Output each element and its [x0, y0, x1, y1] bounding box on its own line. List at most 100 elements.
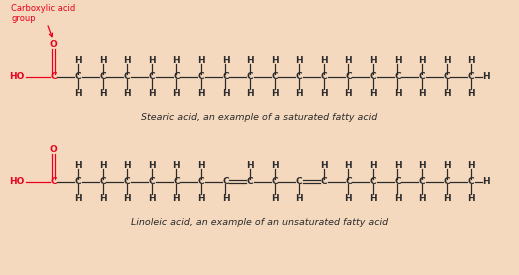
Text: C: C	[296, 177, 303, 186]
Text: H: H	[394, 161, 401, 170]
Text: H: H	[443, 161, 450, 170]
Text: H: H	[369, 89, 377, 98]
Text: HO: HO	[9, 72, 25, 81]
Text: C: C	[222, 72, 229, 81]
Text: H: H	[443, 89, 450, 98]
Text: H: H	[124, 89, 131, 98]
Text: C: C	[419, 177, 426, 186]
Text: C: C	[468, 72, 474, 81]
Text: O: O	[50, 145, 58, 154]
Text: H: H	[222, 89, 229, 98]
Text: H: H	[443, 56, 450, 65]
Text: H: H	[394, 56, 401, 65]
Text: C: C	[198, 177, 204, 186]
Text: H: H	[197, 194, 204, 203]
Text: C: C	[296, 72, 303, 81]
Text: H: H	[468, 56, 475, 65]
Text: H: H	[418, 56, 426, 65]
Text: C: C	[198, 72, 204, 81]
Text: H: H	[197, 161, 204, 170]
Text: H: H	[271, 89, 279, 98]
Text: C: C	[320, 177, 327, 186]
Text: H: H	[148, 89, 156, 98]
Text: C: C	[50, 177, 57, 186]
Text: H: H	[74, 89, 82, 98]
Text: H: H	[74, 56, 82, 65]
Text: H: H	[124, 194, 131, 203]
Text: C: C	[222, 177, 229, 186]
Text: C: C	[99, 72, 106, 81]
Text: H: H	[320, 161, 327, 170]
Text: H: H	[172, 194, 180, 203]
Text: H: H	[148, 194, 156, 203]
Text: C: C	[99, 177, 106, 186]
Text: C: C	[173, 72, 180, 81]
Text: H: H	[369, 194, 377, 203]
Text: C: C	[148, 72, 155, 81]
Text: H: H	[443, 194, 450, 203]
Text: H: H	[271, 56, 279, 65]
Text: H: H	[99, 56, 106, 65]
Text: H: H	[394, 194, 401, 203]
Text: H: H	[468, 89, 475, 98]
Text: C: C	[394, 177, 401, 186]
Text: C: C	[75, 177, 81, 186]
Text: HO: HO	[9, 177, 25, 186]
Text: C: C	[370, 72, 376, 81]
Text: H: H	[394, 89, 401, 98]
Text: H: H	[148, 161, 156, 170]
Text: H: H	[124, 161, 131, 170]
Text: H: H	[124, 56, 131, 65]
Text: H: H	[468, 194, 475, 203]
Text: C: C	[345, 72, 352, 81]
Text: H: H	[369, 161, 377, 170]
Text: Stearic acid, an example of a saturated fatty acid: Stearic acid, an example of a saturated …	[141, 113, 378, 122]
Text: H: H	[295, 89, 303, 98]
Text: C: C	[75, 72, 81, 81]
Text: C: C	[443, 72, 450, 81]
Text: H: H	[172, 89, 180, 98]
Text: C: C	[394, 72, 401, 81]
Text: H: H	[246, 161, 254, 170]
Text: H: H	[74, 161, 82, 170]
Text: C: C	[419, 72, 426, 81]
Text: H: H	[345, 56, 352, 65]
Text: H: H	[222, 56, 229, 65]
Text: H: H	[345, 194, 352, 203]
Text: H: H	[295, 194, 303, 203]
Text: H: H	[271, 161, 279, 170]
Text: H: H	[320, 89, 327, 98]
Text: H: H	[345, 161, 352, 170]
Text: H: H	[482, 177, 489, 186]
Text: C: C	[468, 177, 474, 186]
Text: C: C	[124, 72, 131, 81]
Text: C: C	[443, 177, 450, 186]
Text: C: C	[50, 72, 57, 81]
Text: H: H	[172, 56, 180, 65]
Text: H: H	[320, 56, 327, 65]
Text: C: C	[271, 72, 278, 81]
Text: C: C	[370, 177, 376, 186]
Text: H: H	[74, 194, 82, 203]
Text: H: H	[99, 194, 106, 203]
Text: H: H	[197, 89, 204, 98]
Text: Carboxylic acid
group: Carboxylic acid group	[11, 4, 76, 37]
Text: H: H	[99, 89, 106, 98]
Text: C: C	[345, 177, 352, 186]
Text: H: H	[271, 194, 279, 203]
Text: H: H	[246, 89, 254, 98]
Text: H: H	[222, 194, 229, 203]
Text: H: H	[172, 161, 180, 170]
Text: H: H	[369, 56, 377, 65]
Text: C: C	[124, 177, 131, 186]
Text: C: C	[320, 72, 327, 81]
Text: H: H	[418, 89, 426, 98]
Text: Linoleic acid, an example of an unsaturated fatty acid: Linoleic acid, an example of an unsatura…	[131, 218, 388, 227]
Text: H: H	[418, 161, 426, 170]
Text: H: H	[99, 161, 106, 170]
Text: H: H	[197, 56, 204, 65]
Text: H: H	[148, 56, 156, 65]
Text: C: C	[173, 177, 180, 186]
Text: H: H	[418, 194, 426, 203]
Text: C: C	[148, 177, 155, 186]
